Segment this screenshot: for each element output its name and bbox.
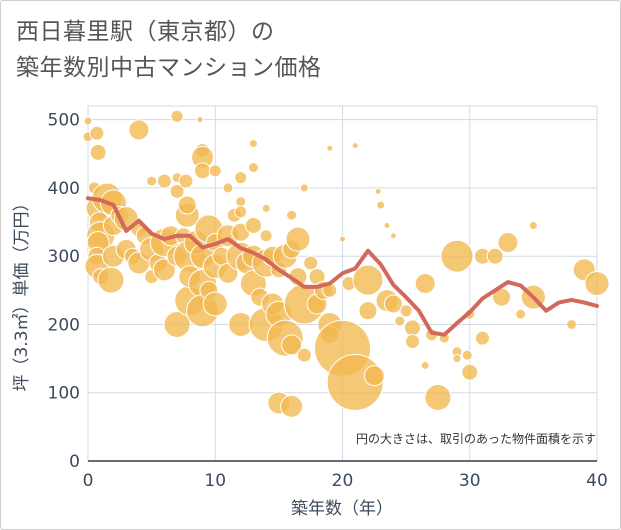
- bubble-point: [235, 196, 247, 208]
- bubble-point: [170, 109, 184, 123]
- bubble-point: [420, 360, 430, 370]
- bubble-point: [208, 164, 222, 178]
- x-axis-label: 築年数（年）: [291, 499, 393, 519]
- bubble-point: [389, 232, 397, 240]
- bubble-point: [244, 216, 262, 234]
- bubble-point: [248, 139, 258, 149]
- bubble-point: [152, 258, 176, 282]
- bubble-point: [383, 294, 403, 314]
- bubble-point: [89, 143, 107, 161]
- bubble-point: [296, 347, 312, 363]
- bubble-point: [128, 119, 150, 141]
- x-tick-label: 30: [459, 471, 481, 491]
- title-line-1: 西日暮里駅（東京都）の: [16, 19, 275, 45]
- bubble-point: [566, 318, 578, 330]
- bubble-point: [178, 173, 194, 189]
- bubble-point: [352, 264, 384, 296]
- bubble-point: [196, 116, 204, 124]
- bubble-point: [399, 304, 413, 318]
- bubble-point: [376, 200, 386, 210]
- bubble-point: [461, 363, 479, 381]
- bubble-point: [163, 310, 191, 338]
- y-tick-label: 300: [48, 247, 80, 267]
- x-tick-label: 40: [586, 471, 608, 491]
- bubble-point: [374, 187, 382, 195]
- bubble-point: [414, 273, 436, 294]
- bubble-point: [285, 226, 311, 252]
- bubble-point: [177, 195, 197, 215]
- bubble-point: [234, 171, 248, 185]
- bubble-point: [234, 205, 248, 219]
- chart-title: 西日暮里駅（東京都）の 築年数別中古マンション価格: [16, 14, 322, 86]
- bubble-point: [303, 255, 319, 271]
- bubble-point: [156, 173, 172, 189]
- y-tick-label: 0: [69, 452, 80, 472]
- bubble-layer: [82, 109, 610, 418]
- y-axis-label: 坪（3.3㎡）単価（万円）: [12, 194, 32, 391]
- title-line-2: 築年数別中古マンション価格: [16, 55, 322, 81]
- bubble-point: [259, 229, 273, 243]
- bubble-point: [280, 394, 304, 418]
- bubble-point: [383, 221, 391, 229]
- bubble-point: [286, 209, 298, 221]
- bubble-point: [97, 266, 125, 294]
- bubble-point: [146, 175, 158, 187]
- y-tick-label: 400: [48, 179, 80, 199]
- bubble-point: [424, 384, 452, 412]
- bubble-point: [452, 354, 462, 364]
- bubble-point: [299, 183, 309, 193]
- bubble-point: [474, 330, 490, 346]
- bubble-point: [461, 349, 473, 361]
- bubble-point: [281, 334, 303, 356]
- bubble-point: [194, 162, 212, 180]
- bubble-point: [528, 220, 538, 230]
- bubble-point: [326, 144, 334, 152]
- bubble-point: [584, 271, 610, 296]
- bubble-point: [89, 125, 105, 141]
- bubble-point: [497, 232, 519, 254]
- bubble-point: [261, 203, 271, 213]
- bubble-point: [358, 301, 378, 321]
- y-tick-label: 500: [48, 111, 80, 131]
- x-tick-label: 20: [332, 471, 354, 491]
- bubble-point: [403, 319, 421, 337]
- bubble-point: [363, 365, 385, 387]
- bubble-point: [351, 142, 359, 150]
- y-tick-label: 200: [48, 315, 80, 335]
- bubble-point: [222, 182, 234, 194]
- bubble-point: [515, 308, 527, 320]
- bubble-point: [83, 116, 93, 126]
- bubble-point: [486, 247, 504, 265]
- bubble-point: [247, 161, 259, 173]
- average-price-line: [86, 196, 599, 337]
- size-annotation: 円の大きさは、取引のあった物件面積を示す: [356, 431, 596, 446]
- bubble-point: [394, 315, 406, 327]
- y-tick-label: 100: [48, 384, 80, 404]
- bubble-point: [404, 334, 420, 350]
- bubble-point: [440, 239, 474, 273]
- x-tick-label: 0: [83, 471, 94, 491]
- bubble-point: [169, 183, 185, 199]
- bubble-point: [339, 235, 346, 243]
- x-tick-label: 10: [204, 471, 226, 491]
- bubble-point: [202, 291, 228, 317]
